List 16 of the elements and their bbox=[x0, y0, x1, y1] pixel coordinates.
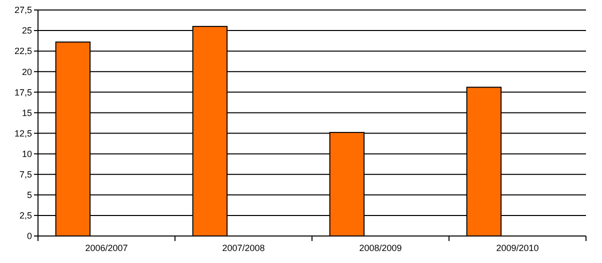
x-tick-label: 2009/2010 bbox=[496, 243, 539, 253]
y-tick-label: 2,5 bbox=[19, 210, 32, 221]
y-tick-label: 15 bbox=[22, 108, 32, 118]
x-tick-label: 2007/2008 bbox=[222, 243, 265, 253]
y-tick-label: 25 bbox=[22, 26, 32, 36]
y-tick-label: 17,5 bbox=[14, 87, 32, 98]
y-tick-label: 12,5 bbox=[14, 128, 32, 138]
y-tick-label: 20 bbox=[22, 66, 32, 77]
y-tick-label: 27,5 bbox=[14, 5, 32, 16]
x-tick-label: 2008/2009 bbox=[359, 243, 402, 253]
y-tick-label: 7,5 bbox=[19, 170, 32, 180]
y-tick-label: 5 bbox=[26, 190, 32, 200]
y-tick-label: 22,5 bbox=[14, 46, 32, 56]
y-tick-label: 10 bbox=[22, 148, 32, 159]
y-tick-label: 0 bbox=[26, 231, 32, 242]
x-tick-label: 2006/2007 bbox=[85, 243, 128, 253]
